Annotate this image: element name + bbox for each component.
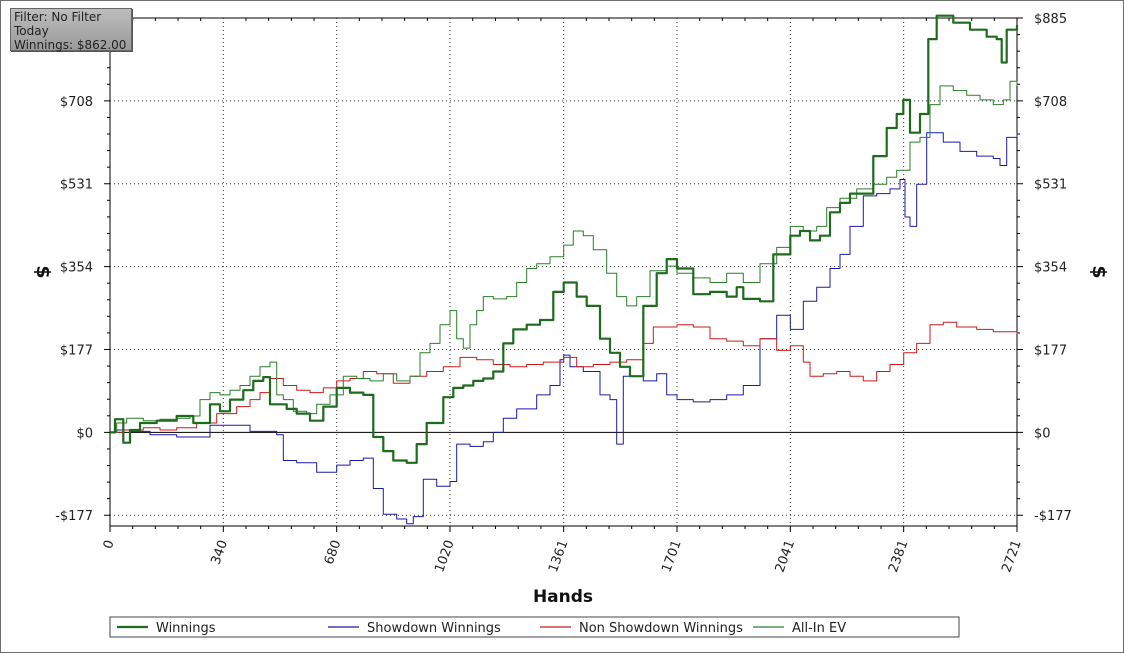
winnings-label: Winnings: $862.00 — [14, 38, 127, 52]
x-tick-label: 1020 — [432, 538, 457, 574]
y-tick-label-right: $885 — [1034, 12, 1067, 27]
x-axis-label: Hands — [533, 587, 593, 607]
y-tick-label-left: $177 — [60, 343, 93, 358]
y-tick-label-right: $354 — [1034, 261, 1067, 276]
x-tick-label: 2381 — [886, 538, 911, 574]
x-tick-label: 1361 — [546, 538, 571, 574]
series-lines — [110, 14, 1019, 525]
series-line-winnings — [110, 14, 1019, 464]
series-line-all-in-ev — [110, 80, 1018, 433]
x-tick-label: 1701 — [659, 538, 684, 574]
chart-legend: Winnings Showdown Winnings Non Showdown Wi… — [109, 616, 960, 638]
series-line-showdown-winnings — [110, 132, 1018, 525]
x-tick-label: 680 — [322, 538, 345, 566]
x-tick-label: 0 — [101, 538, 118, 551]
y-tick-label-right: $531 — [1034, 178, 1067, 193]
y-tick-label-left: $354 — [60, 261, 93, 276]
legend-label-winnings: Winnings — [156, 621, 216, 636]
y-tick-label-left: $531 — [60, 178, 93, 193]
legend-label-all-in-ev: All-In EV — [792, 621, 846, 636]
filter-info-box: Filter: No Filter Today Winnings: $862.0… — [10, 8, 132, 52]
x-tick-label: 2041 — [773, 538, 798, 574]
legend-label-showdown-winnings: Showdown Winnings — [367, 621, 501, 636]
y-tick-label-left: $708 — [60, 95, 93, 110]
x-tick-label: 340 — [209, 538, 232, 566]
minor-ticks — [107, 18, 1020, 529]
y-tick-label-right: $177 — [1034, 343, 1067, 358]
legend-label-non-showdown-winnings: Non Showdown Winnings — [579, 621, 743, 636]
filter-label: Filter: No Filter — [14, 10, 102, 24]
y-tick-label-left: $0 — [76, 426, 93, 441]
period-label: Today — [14, 24, 49, 38]
y-axis-label-right: $ — [1088, 265, 1110, 278]
y-tick-label-right: $0 — [1034, 426, 1051, 441]
legend-box — [109, 616, 960, 638]
y-axis-label-left: $ — [32, 265, 54, 278]
y-tick-label-left: -$177 — [55, 509, 93, 524]
x-tick-label: 2721 — [999, 538, 1024, 574]
axis-ticks — [104, 17, 1023, 532]
y-tick-label-right: -$177 — [1034, 509, 1072, 524]
y-tick-label-right: $708 — [1034, 95, 1067, 110]
